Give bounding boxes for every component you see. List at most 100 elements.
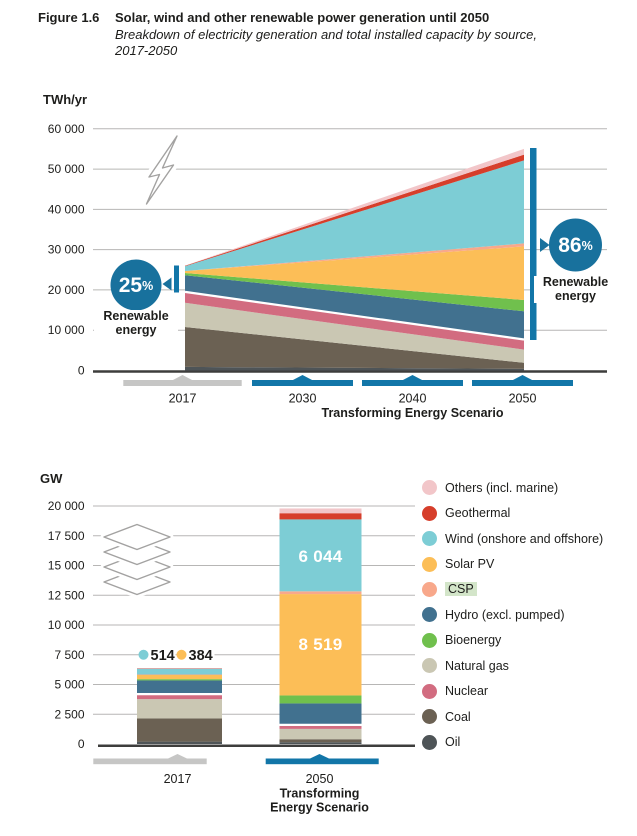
area-hydro-excl-pumped- (185, 275, 524, 340)
bar-2050-csp (279, 591, 362, 595)
bar-2050-bioenergy (279, 695, 362, 704)
renewables-separator-line (184, 290, 525, 341)
generation-decorations (123, 375, 573, 386)
legend-swatch-icon (422, 607, 437, 623)
cap-ytick-label: 5 000 (54, 678, 84, 692)
bar-2017-nuclear (137, 694, 222, 700)
gen-ytick-label: 40 000 (48, 202, 85, 216)
bar-2050-nuclear (279, 724, 362, 729)
legend-item-wind-onshore-and-offshore-: Wind (onshore and offshore) (422, 526, 603, 551)
legend-label: Nuclear (445, 684, 489, 699)
cap-axis-band-2017-marker (167, 754, 188, 759)
generation-unit-label: TWh/yr (43, 92, 87, 107)
wind-2017-value-label: 514 (151, 648, 175, 664)
lightning-icon (142, 131, 182, 209)
legend-label: Wind (onshore and offshore) (445, 531, 604, 546)
bar-2050-solar-pv (279, 594, 362, 696)
area-coal (185, 327, 524, 369)
renewable-span-bar-2017 (174, 265, 179, 293)
badge-circle-2017 (110, 259, 162, 311)
legend-item-geothermal: Geothermal (422, 500, 603, 525)
badge-arrow-2050 (540, 238, 550, 252)
bar-2050-wind-onshore-and-offshore- (279, 519, 362, 592)
figure-label: Figure 1.6 (38, 10, 100, 25)
bar-2050-natural-gas (279, 728, 362, 740)
renewable-energy-label-2050: Renewable energy (533, 275, 618, 303)
generation-stacked-area (184, 148, 525, 371)
axis-band-2050 (472, 380, 573, 386)
axis-band-2040 (362, 380, 463, 386)
legend-item-nuclear: Nuclear (422, 679, 603, 704)
area-wind-onshore-and-offshore- (185, 160, 524, 271)
axis-band-2050-marker (512, 375, 533, 381)
legend-swatch-icon (422, 505, 437, 521)
legend-swatch-icon (422, 632, 437, 648)
renewable-energy-label-2017: Renewable energy (94, 309, 178, 337)
capacity-stacked-bars (137, 508, 362, 744)
cap-ytick-label: 15 000 (48, 559, 85, 573)
bar-2050-hydro-excl-pumped- (279, 703, 362, 725)
legend-item-bioenergy: Bioenergy (422, 628, 603, 653)
legend-item-hydro-excl-pumped-: Hydro (excl. pumped) (422, 602, 603, 627)
legend: Others (incl. marine) Geothermal Wind (ons… (422, 475, 603, 755)
legend-swatch-icon (422, 734, 437, 750)
cap-ytick-label: 10 000 (48, 618, 85, 632)
gen-ytick-label: 60 000 (48, 122, 85, 136)
area-bioenergy (185, 273, 524, 312)
area-others-incl-marine- (185, 148, 524, 266)
legend-label: Coal (445, 709, 471, 724)
cap-scenario-line1: Transforming (280, 787, 360, 801)
cap-scenario-line2: Energy Scenario (270, 801, 369, 815)
gen-ytick-label: 0 (78, 364, 85, 378)
callout-text-bg (186, 646, 215, 663)
legend-swatch-icon (422, 581, 437, 597)
legend-item-natural-gas: Natural gas (422, 653, 603, 678)
figure-subtitle: Breakdown of electricity generation and … (115, 27, 585, 59)
gen-ytick-label: 10 000 (48, 323, 85, 337)
badge-value-2017: 25% (119, 274, 153, 297)
bar-2017-bioenergy (137, 679, 222, 681)
renewable-badge-2017: 25% (110, 259, 179, 311)
legend-swatch-icon (422, 683, 437, 699)
cap-ytick-label: 17 500 (48, 529, 85, 543)
cap-year-2050: 2050 (306, 772, 334, 786)
bar-2050-geothermal (279, 513, 362, 520)
cap-ytick-label: 0 (78, 737, 85, 751)
legend-label: Oil (445, 735, 461, 750)
axis-band-2017 (123, 380, 242, 386)
axis-band-2030 (252, 380, 353, 386)
gen-scenario-label: Transforming Energy Scenario (322, 406, 504, 420)
legend-swatch-icon (422, 531, 437, 547)
solar-2017-value-label: 384 (189, 648, 213, 664)
legend-swatch-icon (422, 556, 437, 572)
bar-2050-others-incl-marine- (279, 508, 362, 514)
capacity-xaxis: 2017 2050 Transforming Energy Scenario (164, 772, 370, 815)
area-oil (185, 366, 524, 371)
area-solar-pv (185, 246, 524, 300)
gen-year-2030: 2030 (289, 392, 317, 406)
capacity-unit-label: GW (40, 471, 63, 486)
legend-label: Bioenergy (445, 633, 502, 648)
capacity-2017-callout: 514 384 (138, 646, 215, 664)
gen-ytick-label: 20 000 (48, 283, 85, 297)
area-geothermal (185, 154, 524, 267)
legend-label: CSP (445, 582, 477, 597)
bar-2017-wind-onshore-and-offshore- (137, 668, 222, 675)
cap-axis-band-2050 (265, 758, 379, 765)
legend-label: Geothermal (445, 506, 511, 521)
legend-item-others-incl-marine-: Others (incl. marine) (422, 475, 603, 500)
axis-band-2017-marker (172, 375, 193, 381)
bar-2017-others-incl-marine- (137, 668, 222, 669)
bar-2017-csp (137, 674, 222, 676)
cap-ytick-label: 7 500 (54, 648, 84, 662)
legend-label: Others (incl. marine) (445, 480, 559, 495)
legend-label: Natural gas (445, 658, 509, 673)
callout-text-bg (148, 646, 176, 663)
bar-2017-solar-pv (137, 674, 222, 680)
cap-ytick-label: 2 500 (54, 707, 84, 721)
wind-callout-dot (138, 649, 149, 660)
badge-arrow-2017 (162, 277, 172, 291)
badge-circle-2050 (549, 218, 602, 272)
legend-item-csp: CSP (422, 577, 603, 602)
